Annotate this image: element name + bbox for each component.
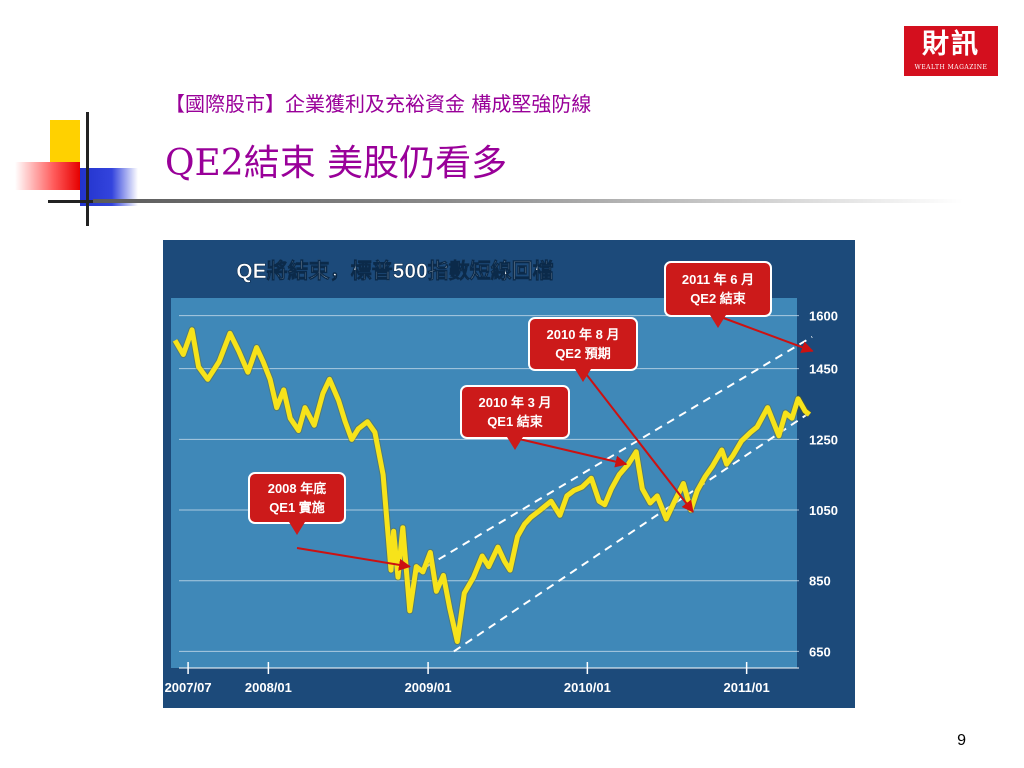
callout-pointer <box>289 522 305 535</box>
logo-main-text: 財訊 <box>922 29 980 60</box>
callout-pointer <box>507 437 523 450</box>
channel-line-upper <box>414 336 813 575</box>
annotation-arrows <box>296 315 814 571</box>
callout-label: QE2 結束 <box>690 291 747 306</box>
title-rule <box>93 199 963 203</box>
callout-label: QE2 預期 <box>555 346 611 361</box>
callout-label: QE1 結束 <box>487 414 544 429</box>
decor-horizontal-line <box>48 200 93 203</box>
annotation-callout: 2010 年 8 月 QE2 預期 <box>528 317 638 382</box>
x-tick-label: 2011/01 <box>723 680 769 695</box>
x-tick-label: 2010/01 <box>564 680 611 695</box>
decor-red-bar <box>15 162 80 190</box>
x-axis-ticks: 2007/07 2008/01 2009/01 2010/01 2011/01 <box>165 662 799 695</box>
annotation-callouts: 2008 年底 QE1 實施 2010 年 3 月 QE1 結束 2010 年 8 月 Q… <box>248 261 772 535</box>
callout-label: 2011 年 6 月 <box>682 272 754 287</box>
annotation-callout: 2008 年底 QE1 實施 <box>248 472 346 535</box>
wealth-magazine-logo: 財訊 WEALTH MAGAZINE <box>904 26 998 76</box>
callout-box <box>528 317 638 371</box>
annotation-arrow <box>717 315 814 353</box>
annotation-arrow <box>514 437 628 468</box>
callout-label: 2010 年 3 月 <box>479 395 552 410</box>
slide-subtitle: 【國際股市】企業獲利及充裕資金 構成堅強防線 <box>165 92 592 116</box>
y-tick-label: 650 <box>809 644 831 659</box>
y-tick-label: 1250 <box>809 432 838 447</box>
chart-title-group: QE將結束，標普500指數短線回檔 <box>236 259 554 284</box>
decor-yellow-square <box>50 120 80 162</box>
callout-label: 2008 年底 <box>268 481 327 496</box>
callout-pointer <box>710 315 726 328</box>
y-tick-label: 1050 <box>809 503 838 518</box>
x-tick-label: 2009/01 <box>405 680 452 695</box>
slide-title: QE2結束 美股仍看多 <box>165 143 508 184</box>
decor-vertical-line <box>86 112 89 226</box>
annotation-arrow <box>296 547 411 571</box>
annotation-callout: 2011 年 6 月 QE2 結束 <box>664 261 772 328</box>
annotation-arrow <box>582 369 694 513</box>
x-tick-label: 2008/01 <box>245 680 292 695</box>
callout-pointer <box>575 369 591 382</box>
callout-label: QE1 實施 <box>269 500 325 515</box>
callout-box <box>460 385 570 439</box>
callout-box <box>664 261 772 317</box>
x-tick-label: 2007/07 <box>165 680 212 695</box>
chart-title: QE將結束，標普500指數短線回檔 <box>236 259 553 283</box>
y-tick-label: 850 <box>809 574 831 589</box>
page-number: 9 <box>957 732 966 749</box>
series-line <box>171 326 812 645</box>
annotation-callout: 2010 年 3 月 QE1 結束 <box>460 385 570 450</box>
y-axis-ticks: 650 850 1050 1250 1450 1600 <box>809 309 838 660</box>
trend-channel <box>414 336 813 653</box>
callout-label: 2010 年 8 月 <box>547 327 620 342</box>
y-tick-label: 1600 <box>809 309 838 324</box>
chart-container: 650 850 1050 1250 1450 1600 2007/07 2008/01 200… <box>163 240 855 708</box>
series-line <box>172 327 812 644</box>
channel-line-lower <box>453 410 813 653</box>
y-tick-label: 1450 <box>809 362 838 377</box>
logo-sub-text: WEALTH MAGAZINE <box>914 64 988 71</box>
